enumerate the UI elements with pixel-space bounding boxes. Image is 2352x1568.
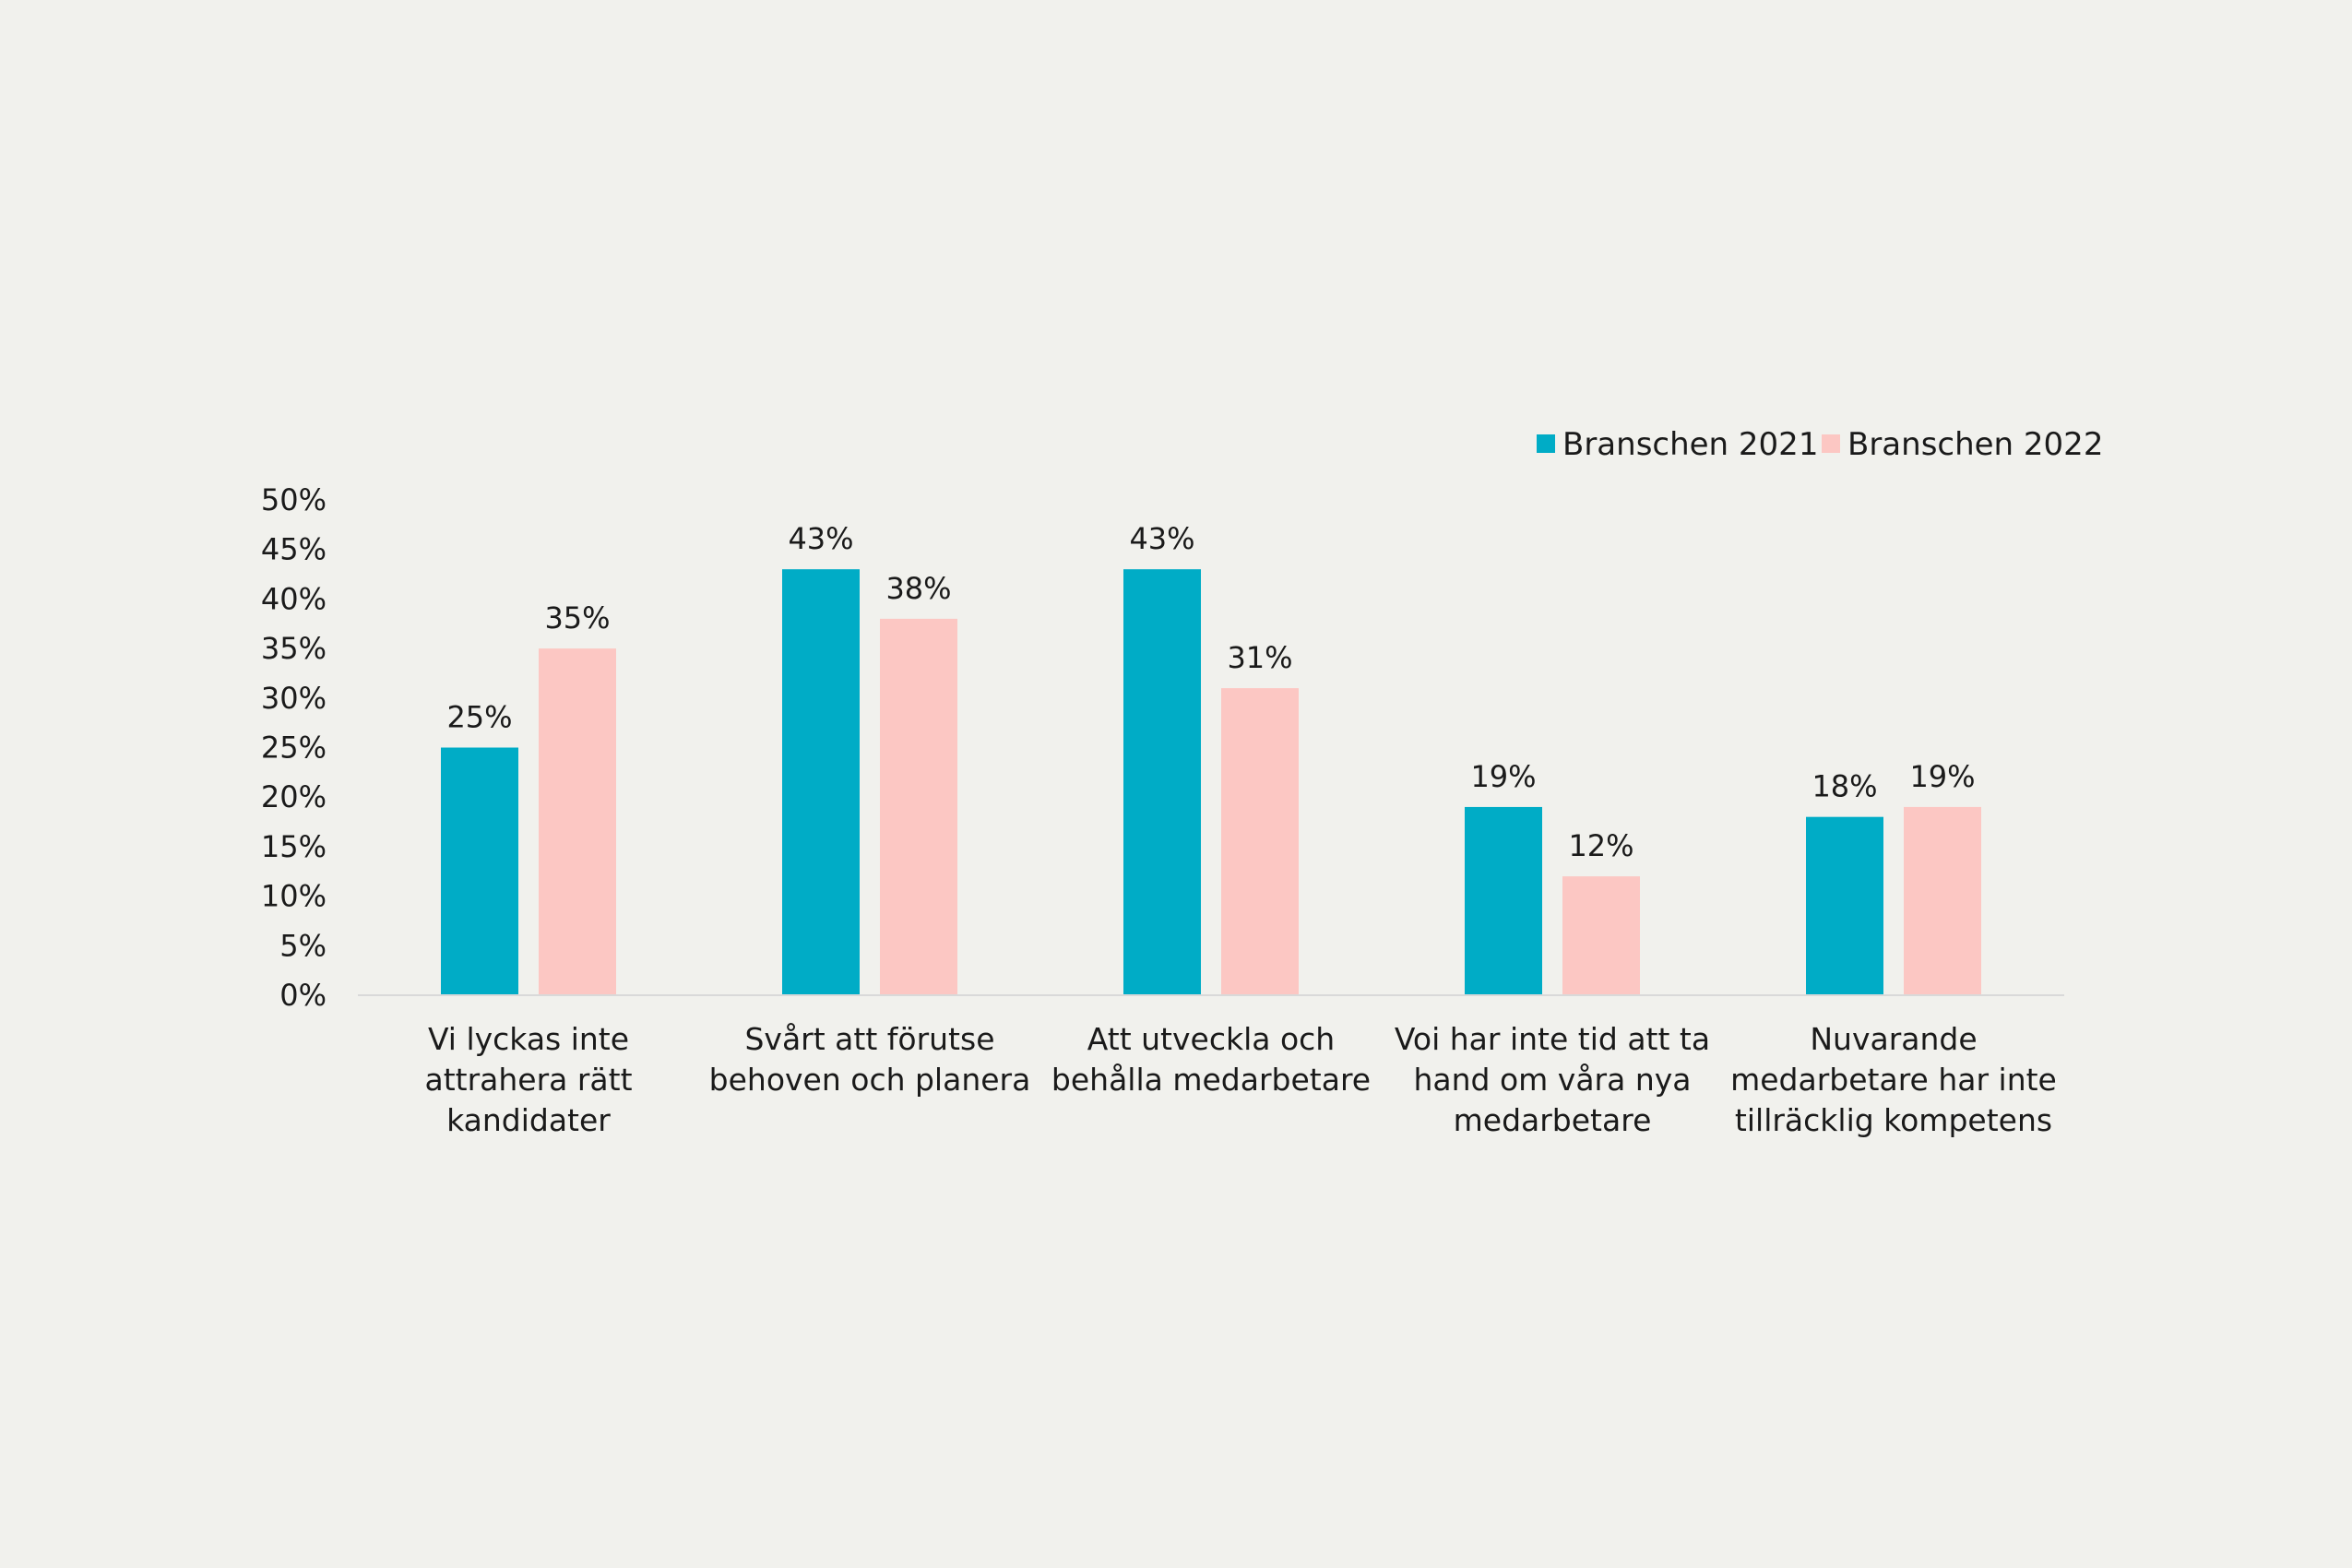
bar-series1-cat2 [782,569,860,995]
y-tick-label: 45% [261,532,327,567]
x-category-label: Svårt att förutse behoven och planera [709,1021,1031,1098]
y-tick-label: 5% [279,928,327,963]
bar-series1-cat4 [1465,806,1542,995]
y-tick-label: 10% [261,879,327,914]
y-tick-label: 40% [261,581,327,616]
x-axis: Vi lyckas inte attrahera rätt kandidater Sv… [358,994,2064,1138]
data-label: 31% [1227,640,1292,675]
data-label: 43% [788,521,853,556]
legend-label: Branschen 2022 [1847,426,2103,463]
data-label: 18% [1812,769,1877,804]
bar-series1-cat5 [1806,816,1883,995]
x-category-label: Voi har inte tid att ta hand om våra nya m… [1395,1021,1710,1138]
legend-swatch [1822,434,1840,453]
x-category-label: Vi lyckas inte attrahera rätt kandidater [424,1021,632,1138]
data-label: 38% [885,571,951,606]
y-tick-label: 20% [261,779,327,814]
y-tick-label: 0% [279,978,327,1013]
legend-label: Branschen 2021 [1562,426,1818,463]
data-label: 35% [544,600,610,636]
x-category-label: Nuvarande medarbetare har inte tillräcklig… [1730,1021,2057,1138]
legend-swatch [1537,434,1555,453]
data-label: 19% [1909,759,1975,794]
y-tick-label: 15% [261,829,327,864]
bar-series2-cat3 [1221,688,1299,995]
bar-series2-cat1 [539,648,616,995]
bar-series1-cat3 [1123,569,1201,995]
bar-series2-cat5 [1904,806,1981,995]
data-label: 19% [1470,759,1536,794]
data-labels: 25% 35% 43% 38% 43% 31% 19% 12% 18% 19% [446,521,1975,863]
bar-series2-cat2 [880,618,957,995]
y-axis: 0% 5% 10% 15% 20% 25% 30% 35% 40% 45% 50% [261,482,327,1013]
data-label: 25% [446,700,512,735]
x-category-label: Att utveckla och behålla medarbetare [1051,1021,1371,1098]
y-tick-label: 35% [261,631,327,666]
bar-series1-cat1 [441,747,518,995]
legend: Branschen 2021 Branschen 2022 [1537,426,2103,463]
y-tick-label: 30% [261,681,327,716]
data-label: 43% [1129,521,1194,556]
bars [441,569,1981,995]
data-label: 12% [1568,828,1633,863]
y-tick-label: 50% [261,482,327,517]
y-tick-label: 25% [261,731,327,766]
bar-series2-cat4 [1562,876,1640,995]
